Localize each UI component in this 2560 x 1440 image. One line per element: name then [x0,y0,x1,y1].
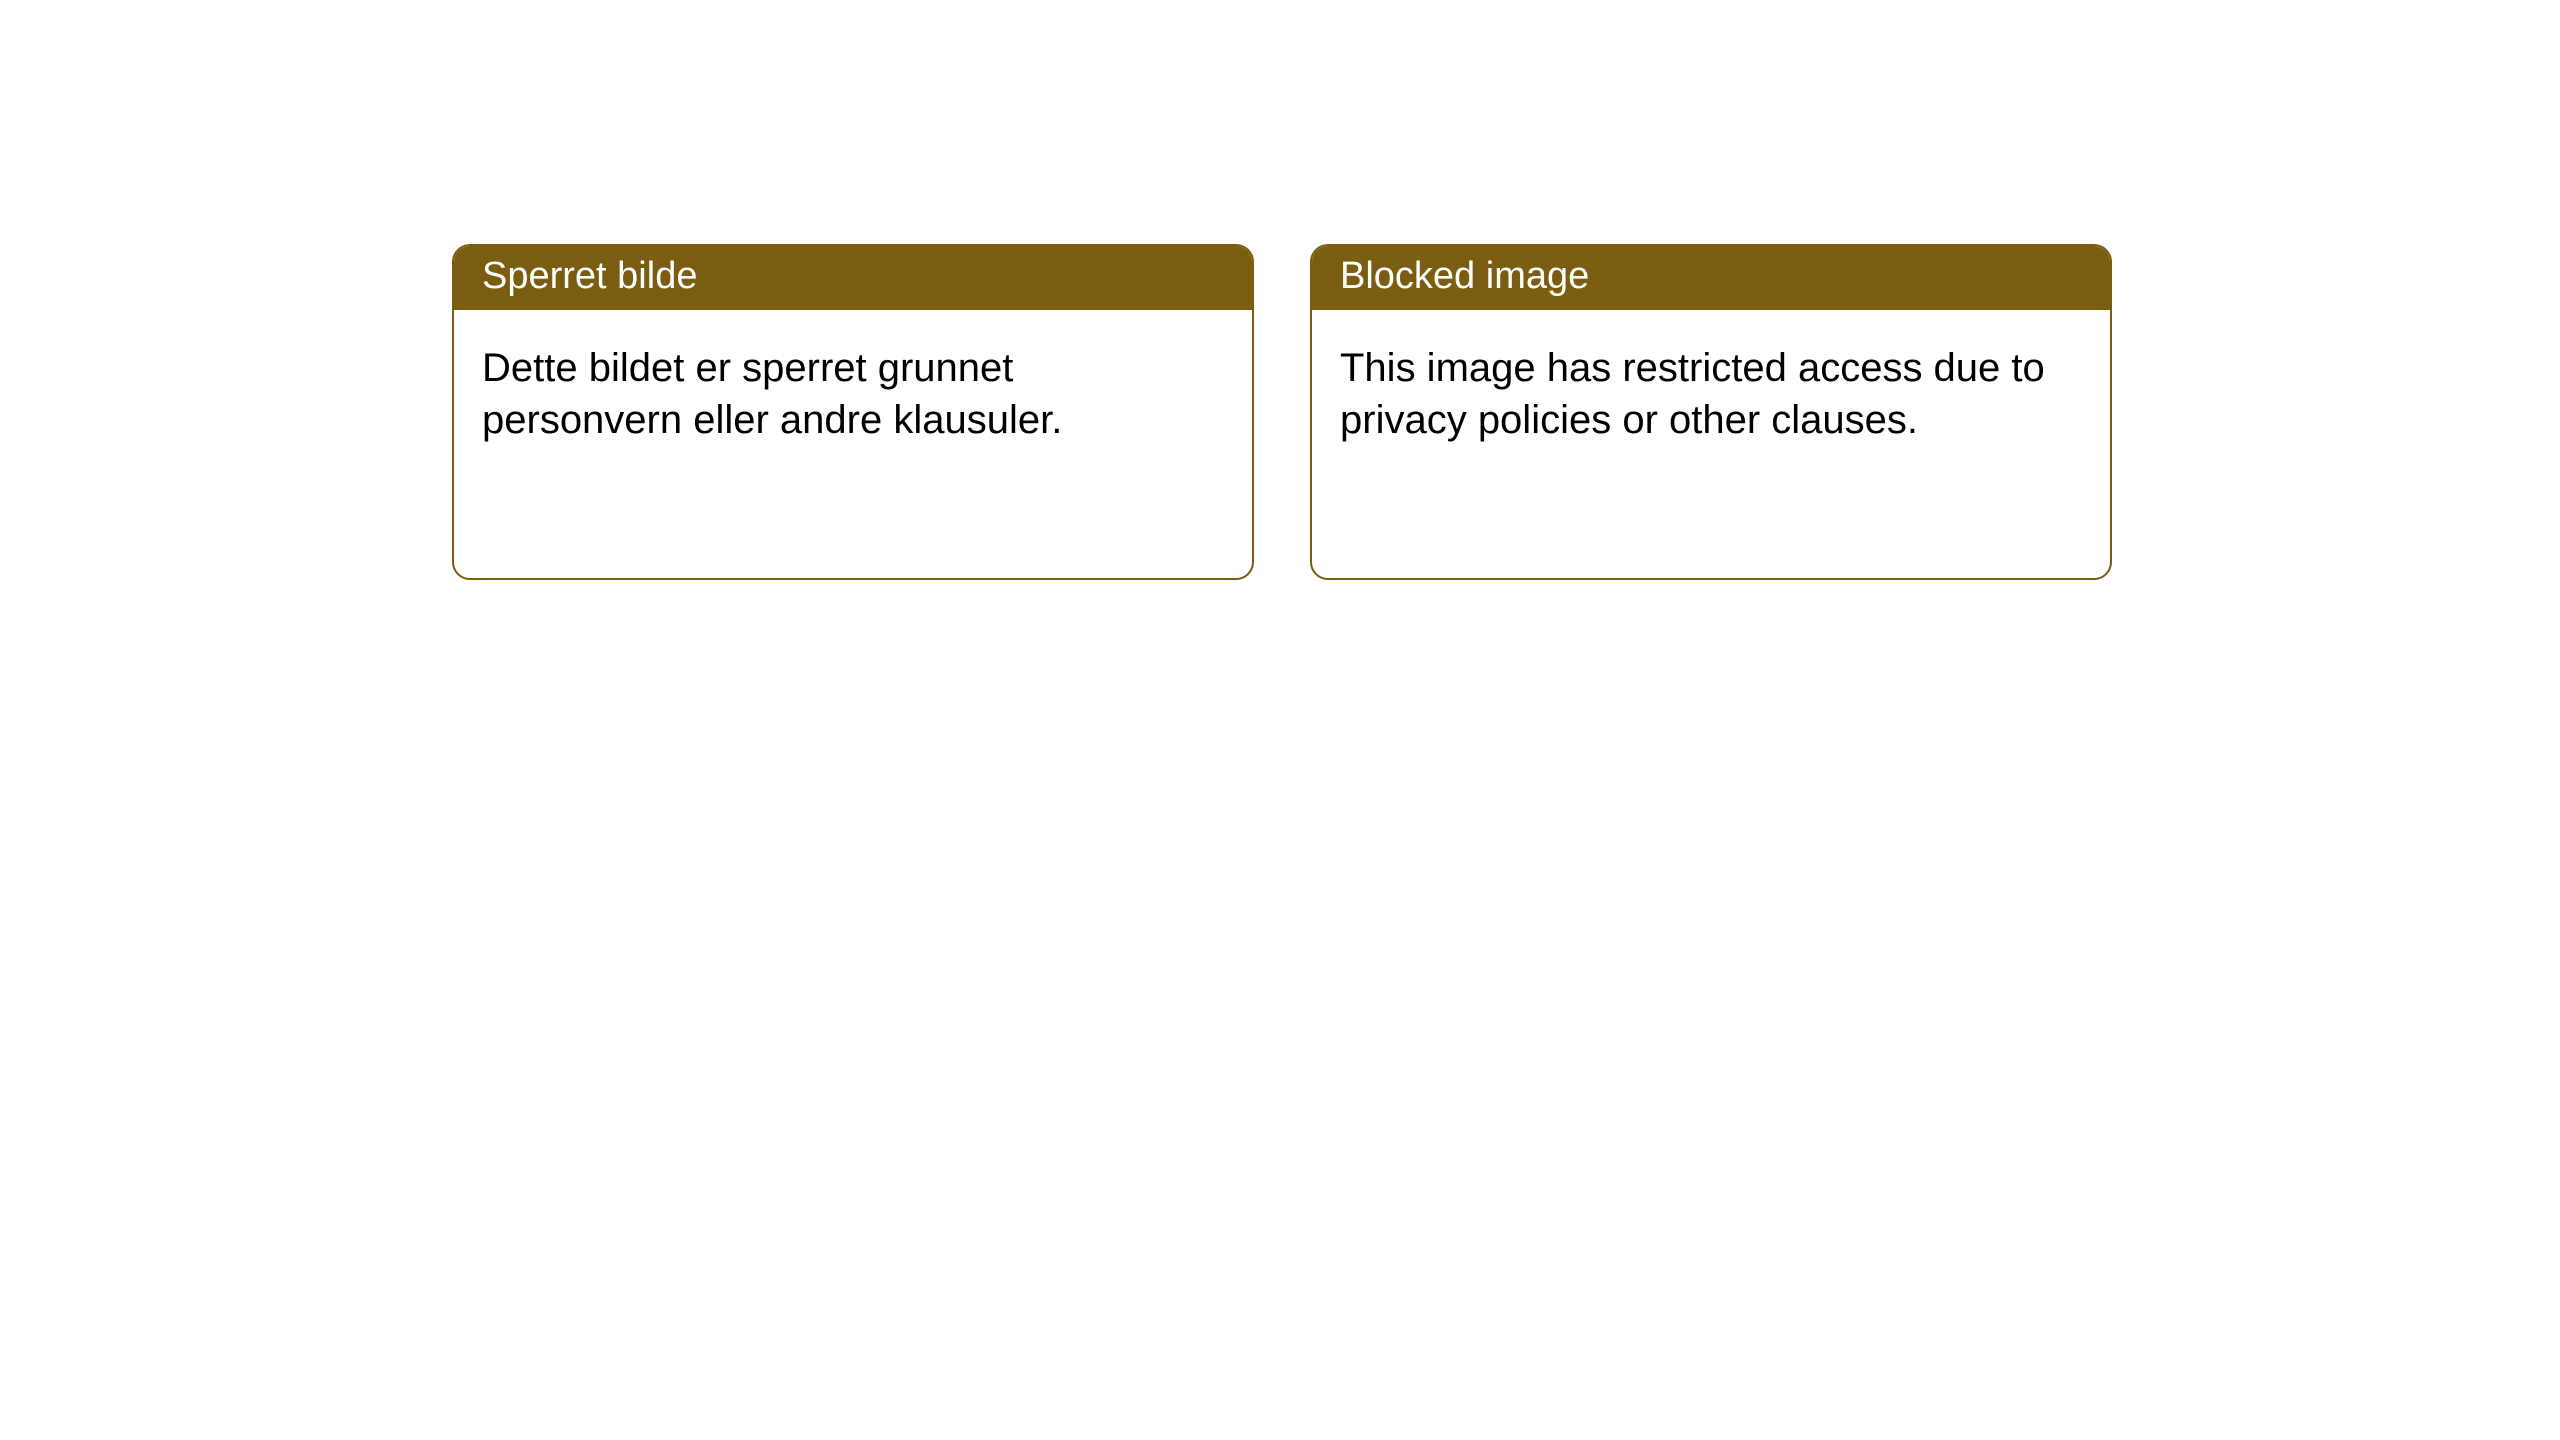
notice-title-norwegian: Sperret bilde [454,246,1252,310]
notice-card-english: Blocked image This image has restricted … [1310,244,2112,580]
notice-container: Sperret bilde Dette bildet er sperret gr… [0,0,2560,580]
notice-body-english: This image has restricted access due to … [1312,310,2110,478]
notice-body-norwegian: Dette bildet er sperret grunnet personve… [454,310,1252,478]
notice-title-english: Blocked image [1312,246,2110,310]
notice-card-norwegian: Sperret bilde Dette bildet er sperret gr… [452,244,1254,580]
